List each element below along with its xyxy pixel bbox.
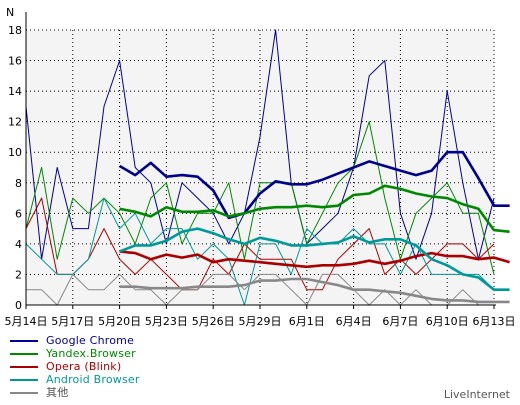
legend-label-opera-blink: Opera (Blink): [46, 360, 122, 373]
y-tick-label: 18: [8, 24, 22, 37]
x-tick-label: 5月20日: [98, 315, 141, 328]
y-tick-label: 6: [15, 207, 22, 220]
x-tick-labels: 5月14日 5月17日 5月20日 5月23日 5月26日 5月29日 6月1日 6月4日 6月…: [5, 315, 516, 328]
daily-series-lines: [25, 29, 495, 306]
legend-swatch-other: [10, 391, 38, 394]
y-tick-label: 10: [8, 146, 22, 159]
y-tick-label: 8: [15, 177, 22, 190]
x-tick-label: 6月1日: [289, 315, 325, 328]
legend-item-opera-blink: Opera (Blink): [10, 360, 140, 373]
legend-label-other: 其他: [46, 386, 69, 399]
legend-swatch-yandex-browser: [10, 352, 38, 355]
trend-line-3: [119, 227, 510, 292]
brand-text: LiveInternet: [443, 388, 510, 401]
y-tick-label: 2: [15, 268, 22, 281]
line-chart: 0 2 4 6 8 10 12 14 16 18 5月14日 5月17日 5月20日 5月23日 5月26…: [5, 6, 516, 328]
legend: Google Chrome Yandex.Browser Opera (Blin…: [10, 334, 140, 399]
trend-line-2: [119, 250, 510, 269]
x-tick-label: 5月26日: [192, 315, 235, 328]
series-line-4: [26, 273, 494, 306]
x-tick-label: 6月4日: [336, 315, 372, 328]
x-tick-label: 5月14日: [5, 315, 48, 328]
axes: [25, 12, 496, 309]
y-tick-label: 0: [15, 299, 22, 312]
x-tick-label: 6月10日: [426, 315, 469, 328]
legend-swatch-android-browser: [10, 378, 38, 381]
x-tick-label: 5月23日: [145, 315, 188, 328]
legend-item-yandex-browser: Yandex.Browser: [10, 347, 140, 360]
y-tick-label: 16: [8, 55, 22, 68]
series-line-2: [25, 197, 495, 291]
legend-swatch-google-chrome: [10, 339, 38, 342]
legend-item-google-chrome: Google Chrome: [10, 334, 140, 347]
x-tick-label: 6月7日: [382, 315, 418, 328]
legend-label-google-chrome: Google Chrome: [46, 334, 135, 347]
y-tick-label: 14: [8, 85, 22, 98]
trend-line-4: [119, 277, 510, 304]
x-tick-label: 5月29日: [239, 315, 282, 328]
x-tick-label: 6月13日: [473, 315, 516, 328]
trend-line-1: [119, 184, 510, 233]
legend-swatch-opera-blink: [10, 365, 38, 368]
y-tick-label: 4: [15, 238, 22, 251]
legend-label-yandex-browser: Yandex.Browser: [46, 347, 136, 360]
series-line-0: [25, 29, 495, 260]
x-tick-label: 5月17日: [51, 315, 94, 328]
y-tick-labels: 0 2 4 6 8 10 12 14 16 18: [8, 24, 22, 312]
legend-item-android-browser: Android Browser: [10, 373, 140, 386]
legend-label-android-browser: Android Browser: [46, 373, 140, 386]
y-tick-label: 12: [8, 116, 22, 129]
trend-series-lines: [118, 150, 510, 304]
y-axis-label: N: [6, 6, 14, 19]
series-line-3: [25, 197, 495, 306]
legend-item-other: 其他: [10, 386, 140, 399]
trend-line-0: [118, 150, 510, 220]
